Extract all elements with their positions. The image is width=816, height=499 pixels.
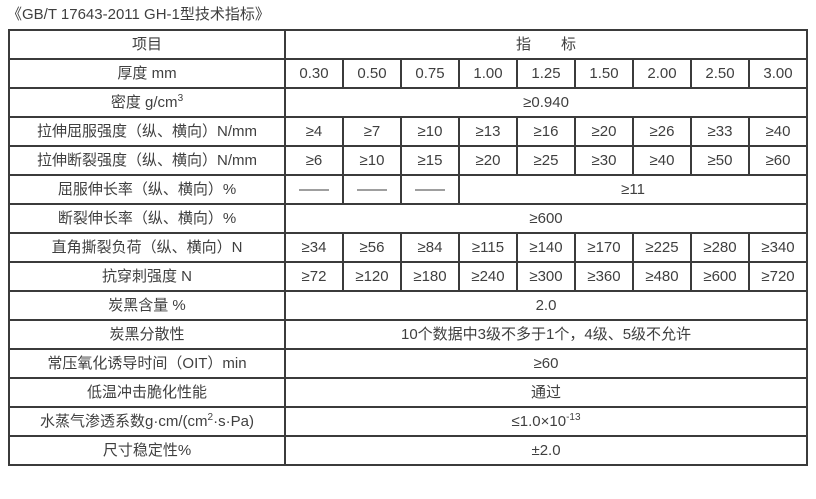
break-elongation-label: 断裂伸长率（纵、横向）% <box>8 203 286 234</box>
table-row-water-vapor-permeability: 水蒸气渗透系数g·cm/(cm2·s·Pa) ≤1.0×10-13 <box>8 406 809 437</box>
carbon-black-dispersion-value-1: 10个数据中3级不多于1个，4级、5级不允许 <box>283 319 809 350</box>
puncture-resistance-value-5: ≥300 <box>516 261 576 292</box>
thickness-value-6: 1.50 <box>574 58 634 89</box>
header-label: 项目 <box>8 29 286 60</box>
table-row-puncture-resistance: 抗穿刺强度 N ≥72 ≥120 ≥180 ≥240 ≥300 ≥360 ≥480 ≥600 ≥7… <box>8 261 809 292</box>
tensile-break-strength-value-3: ≥15 <box>400 145 460 176</box>
low-temp-impact-brittleness-label: 低温冲击脆化性能 <box>8 377 286 408</box>
tensile-break-strength-value-2: ≥10 <box>342 145 402 176</box>
tensile-yield-strength-value-9: ≥40 <box>747 116 809 147</box>
yield-elongation-value-1: —— <box>284 174 344 205</box>
thickness-value-2: 0.50 <box>342 58 402 89</box>
water-vapor-permeability-value-1: ≤1.0×10-13 <box>283 406 809 437</box>
puncture-resistance-value-9: ≥720 <box>747 261 809 292</box>
low-temp-impact-brittleness-value-1: 通过 <box>283 377 809 408</box>
dimensional-stability-value-1: ±2.0 <box>283 435 809 466</box>
tensile-yield-strength-value-7: ≥26 <box>632 116 692 147</box>
table-row-tensile-break-strength: 拉伸断裂强度（纵、横向）N/mm ≥6 ≥10 ≥15 ≥20 ≥25 ≥30 ≥40 ≥50 ≥… <box>8 145 809 176</box>
tensile-break-strength-value-6: ≥30 <box>574 145 634 176</box>
puncture-resistance-value-8: ≥600 <box>690 261 750 292</box>
thickness-value-5: 1.25 <box>516 58 576 89</box>
tensile-yield-strength-value-8: ≥33 <box>690 116 750 147</box>
tensile-yield-strength-value-4: ≥13 <box>458 116 518 147</box>
header-value-1: 指 标 <box>283 29 809 60</box>
yield-elongation-value-3: —— <box>400 174 460 205</box>
table-row-oit-time: 常压氧化诱导时间（OIT）min ≥60 <box>8 348 809 379</box>
thickness-value-4: 1.00 <box>458 58 518 89</box>
oit-time-value-1: ≥60 <box>283 348 809 379</box>
right-angle-tear-load-value-2: ≥56 <box>342 232 402 263</box>
right-angle-tear-load-value-8: ≥280 <box>690 232 750 263</box>
right-angle-tear-load-value-6: ≥170 <box>574 232 634 263</box>
tensile-break-strength-value-4: ≥20 <box>458 145 518 176</box>
oit-time-label: 常压氧化诱导时间（OIT）min <box>8 348 286 379</box>
right-angle-tear-load-value-5: ≥140 <box>516 232 576 263</box>
thickness-value-3: 0.75 <box>400 58 460 89</box>
tensile-break-strength-value-9: ≥60 <box>747 145 809 176</box>
table-row-carbon-black-dispersion: 炭黑分散性 10个数据中3级不多于1个，4级、5级不允许 <box>8 319 809 350</box>
carbon-black-content-value-1: 2.0 <box>283 290 809 321</box>
thickness-value-8: 2.50 <box>690 58 750 89</box>
puncture-resistance-value-1: ≥72 <box>284 261 344 292</box>
puncture-resistance-value-3: ≥180 <box>400 261 460 292</box>
spec-table: 项目指 标厚度 mm 0.30 0.50 0.75 1.00 1.25 1.50 2.00 2.… <box>8 29 809 466</box>
dimensional-stability-label: 尺寸稳定性% <box>8 435 286 466</box>
tensile-yield-strength-value-3: ≥10 <box>400 116 460 147</box>
table-row-right-angle-tear-load: 直角撕裂负荷（纵、横向）N ≥34 ≥56 ≥84 ≥115 ≥140 ≥170 ≥225 ≥2… <box>8 232 809 263</box>
right-angle-tear-load-value-3: ≥84 <box>400 232 460 263</box>
puncture-resistance-value-7: ≥480 <box>632 261 692 292</box>
tensile-break-strength-label: 拉伸断裂强度（纵、横向）N/mm <box>8 145 286 176</box>
right-angle-tear-load-value-7: ≥225 <box>632 232 692 263</box>
density-label: 密度 g/cm3 <box>8 87 286 118</box>
tensile-yield-strength-value-1: ≥4 <box>284 116 344 147</box>
tensile-break-strength-value-1: ≥6 <box>284 145 344 176</box>
tensile-yield-strength-value-6: ≥20 <box>574 116 634 147</box>
spec-table-body: 项目指 标厚度 mm 0.30 0.50 0.75 1.00 1.25 1.50 2.00 2.… <box>8 29 809 466</box>
tensile-yield-strength-label: 拉伸屈服强度（纵、横向）N/mm <box>8 116 286 147</box>
tensile-break-strength-value-5: ≥25 <box>516 145 576 176</box>
puncture-resistance-value-6: ≥360 <box>574 261 634 292</box>
tensile-yield-strength-value-2: ≥7 <box>342 116 402 147</box>
yield-elongation-value-4: ≥11 <box>457 174 809 205</box>
tensile-break-strength-value-8: ≥50 <box>690 145 750 176</box>
thickness-value-7: 2.00 <box>632 58 692 89</box>
table-row-thickness: 厚度 mm 0.30 0.50 0.75 1.00 1.25 1.50 2.00 2.50 3.0… <box>8 58 809 89</box>
table-row-header: 项目指 标 <box>8 29 809 60</box>
puncture-resistance-label: 抗穿刺强度 N <box>8 261 286 292</box>
right-angle-tear-load-value-4: ≥115 <box>458 232 518 263</box>
puncture-resistance-value-4: ≥240 <box>458 261 518 292</box>
table-row-density: 密度 g/cm3 ≥0.940 <box>8 87 809 118</box>
yield-elongation-label: 屈服伸长率（纵、横向）% <box>8 174 286 205</box>
density-value-1: ≥0.940 <box>283 87 809 118</box>
right-angle-tear-load-value-1: ≥34 <box>284 232 344 263</box>
table-row-tensile-yield-strength: 拉伸屈服强度（纵、横向）N/mm ≥4 ≥7 ≥10 ≥13 ≥16 ≥20 ≥26 ≥33 ≥4… <box>8 116 809 147</box>
yield-elongation-value-2: —— <box>342 174 402 205</box>
thickness-label: 厚度 mm <box>8 58 286 89</box>
thickness-value-1: 0.30 <box>284 58 344 89</box>
right-angle-tear-load-value-9: ≥340 <box>747 232 809 263</box>
table-row-carbon-black-content: 炭黑含量 % 2.0 <box>8 290 809 321</box>
table-row-dimensional-stability: 尺寸稳定性% ±2.0 <box>8 435 809 466</box>
tensile-yield-strength-value-5: ≥16 <box>516 116 576 147</box>
thickness-value-9: 3.00 <box>747 58 809 89</box>
carbon-black-dispersion-label: 炭黑分散性 <box>8 319 286 350</box>
carbon-black-content-label: 炭黑含量 % <box>8 290 286 321</box>
tensile-break-strength-value-7: ≥40 <box>632 145 692 176</box>
table-row-low-temp-impact-brittleness: 低温冲击脆化性能 通过 <box>8 377 809 408</box>
table-row-break-elongation: 断裂伸长率（纵、横向）% ≥600 <box>8 203 809 234</box>
puncture-resistance-value-2: ≥120 <box>342 261 402 292</box>
right-angle-tear-load-label: 直角撕裂负荷（纵、横向）N <box>8 232 286 263</box>
page-title: 《GB/T 17643-2011 GH-1型技术指标》 <box>7 6 270 23</box>
break-elongation-value-1: ≥600 <box>283 203 809 234</box>
water-vapor-permeability-label: 水蒸气渗透系数g·cm/(cm2·s·Pa) <box>8 406 286 437</box>
table-row-yield-elongation: 屈服伸长率（纵、横向）% —— —— —— ≥11 <box>8 174 809 205</box>
